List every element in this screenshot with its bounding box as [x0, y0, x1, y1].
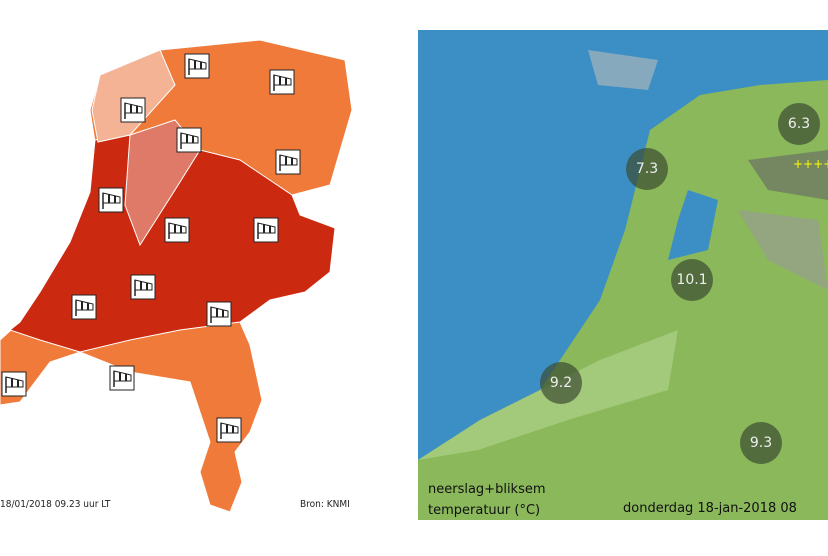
- wind-sock-icon: [109, 365, 135, 391]
- precip-area: [748, 150, 828, 200]
- wind-sock-icon: [176, 127, 202, 153]
- wind-sock-icon: [216, 417, 242, 443]
- legend-precip: neerslag+bliksem: [428, 482, 546, 497]
- warning-map: 18/01/2018 09.23 uur LT Bron: KNMI: [0, 0, 380, 552]
- wind-sock-icon: [164, 217, 190, 243]
- wind-sock-icon: [120, 97, 146, 123]
- wind-sock-icon: [269, 69, 295, 95]
- wind-sock-icon: [275, 149, 301, 175]
- temp-marker: 6.3: [778, 103, 820, 145]
- weather-map: ++++ 6.3 7.3 10.1 9.2 9.3 neerslag+bliks…: [418, 30, 828, 520]
- wind-sock-icon: [1, 371, 27, 397]
- wind-sock-icon: [71, 294, 97, 320]
- timestamp: 18/01/2018 09.23 uur LT: [0, 499, 111, 510]
- precip-area: [738, 210, 828, 290]
- ijsselmeer: [668, 190, 718, 260]
- wind-sock-icon: [253, 217, 279, 243]
- wind-sock-icon: [184, 53, 210, 79]
- source: Bron: KNMI: [300, 499, 350, 510]
- wind-sock-icon: [98, 187, 124, 213]
- lightning-marks: ++++: [793, 157, 828, 171]
- wind-sock-icon: [130, 274, 156, 300]
- wind-sock-icon: [206, 301, 232, 327]
- temp-marker: 7.3: [626, 148, 668, 190]
- temp-marker: 9.2: [540, 362, 582, 404]
- temp-marker: 9.3: [740, 422, 782, 464]
- warning-map-svg: [0, 39, 353, 513]
- precip-area: [588, 50, 658, 90]
- legend-temp: temperatuur (°C): [428, 503, 541, 518]
- map-date: donderdag 18-jan-2018 08: [623, 501, 797, 516]
- temp-marker: 10.1: [671, 259, 713, 301]
